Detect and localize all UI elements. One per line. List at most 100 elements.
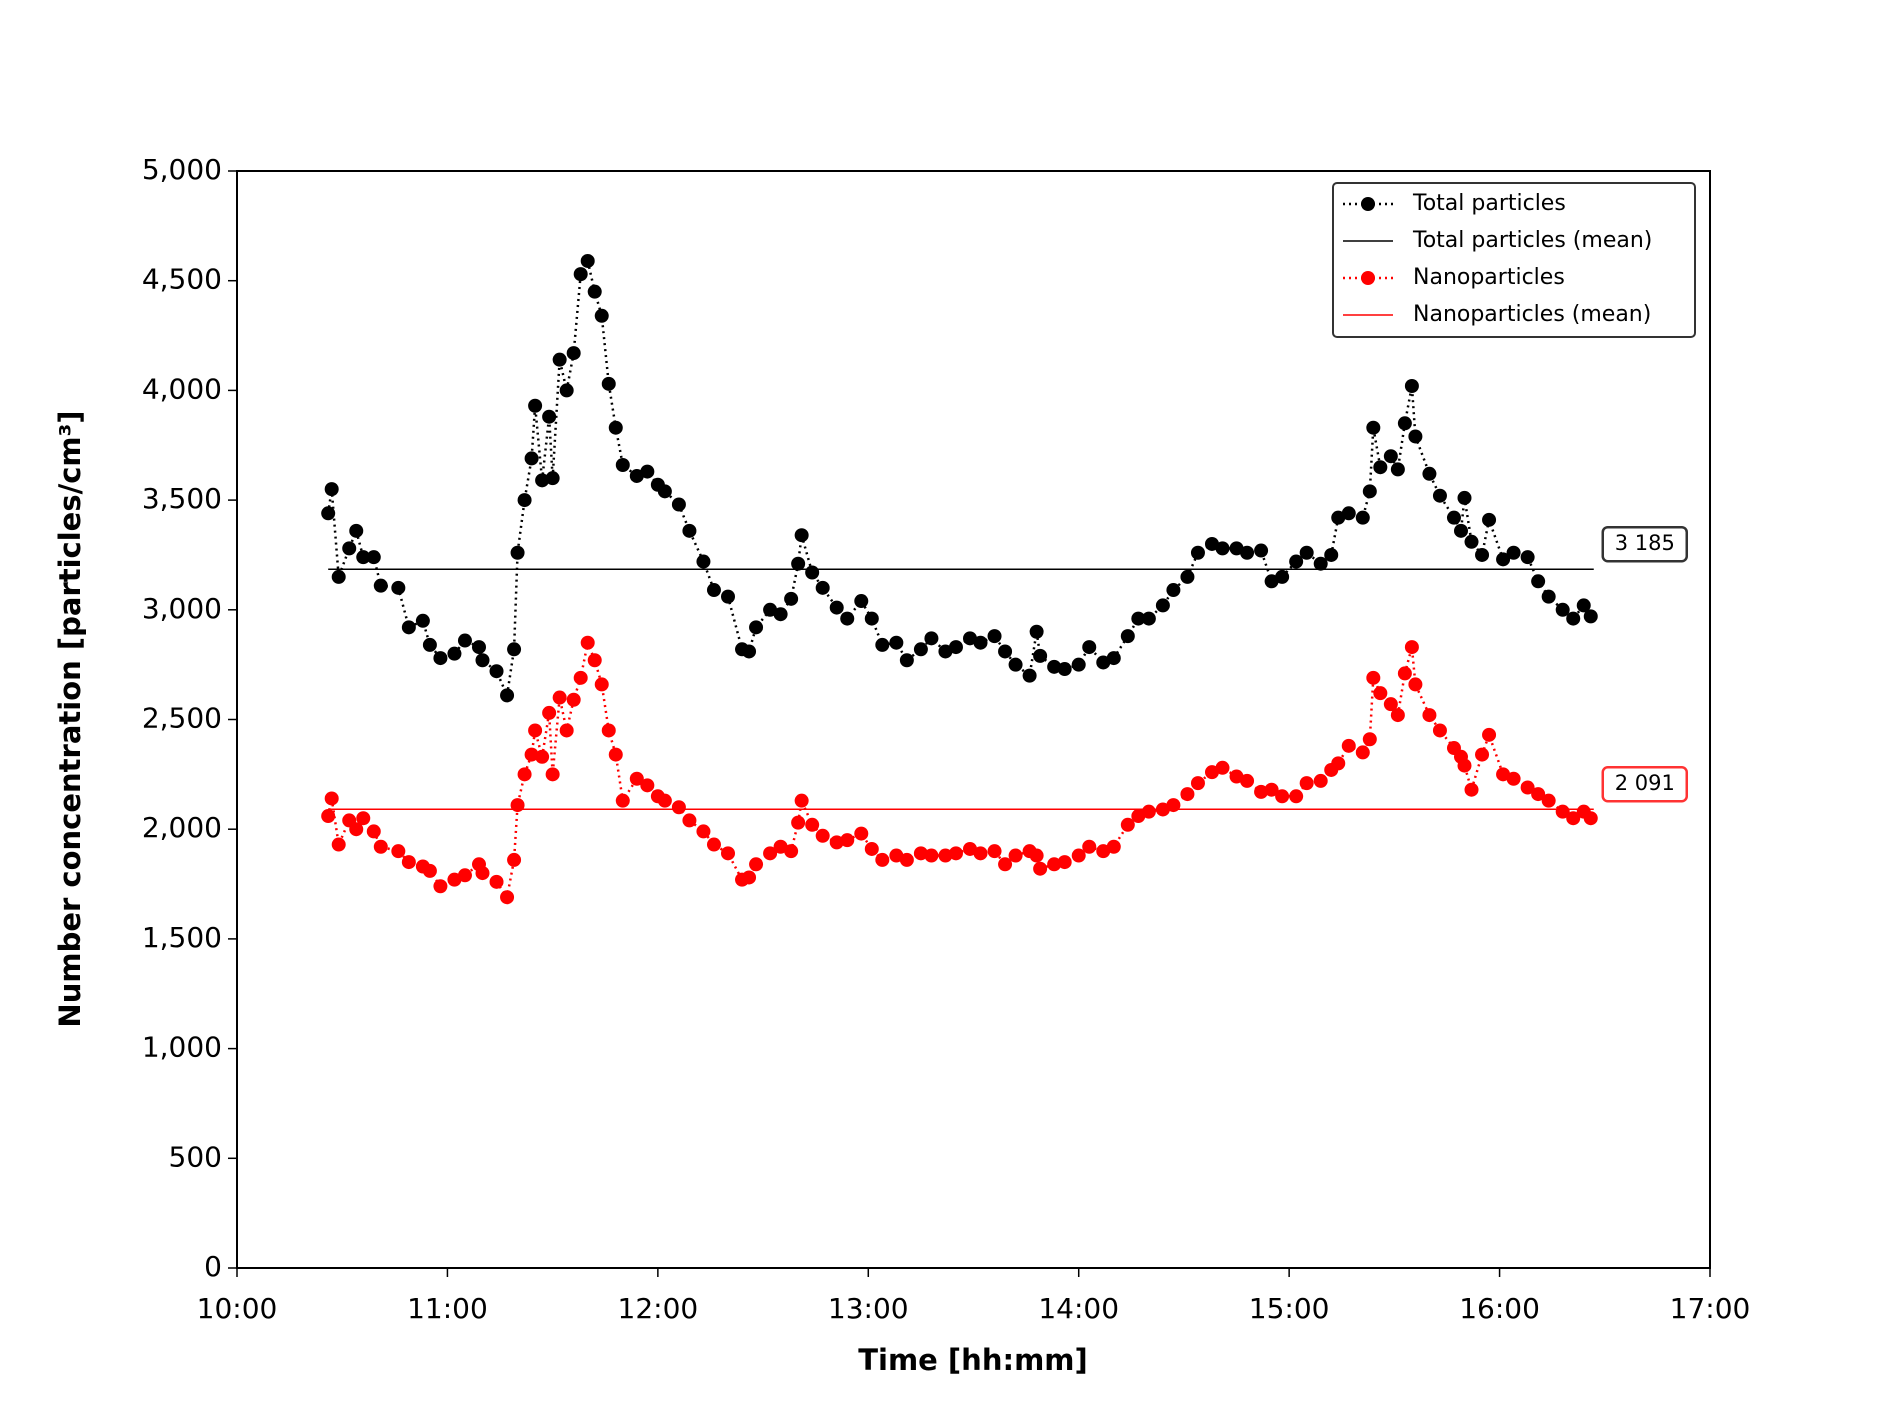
data-point xyxy=(373,839,388,854)
data-point xyxy=(1464,534,1479,549)
data-point xyxy=(962,631,977,646)
data-point xyxy=(535,749,550,764)
data-point xyxy=(1324,547,1339,562)
y-tick-label: 3,500 xyxy=(142,482,222,515)
data-point xyxy=(422,637,437,652)
y-tick-label: 3,000 xyxy=(142,592,222,625)
data-point xyxy=(1033,648,1048,663)
x-tick-label: 17:00 xyxy=(1670,1292,1751,1325)
data-point xyxy=(321,506,336,521)
data-point xyxy=(528,398,543,413)
data-point xyxy=(489,874,504,889)
data-point xyxy=(948,640,963,655)
data-point xyxy=(1496,552,1511,567)
data-point xyxy=(1204,536,1219,551)
data-point xyxy=(1432,723,1447,738)
data-point xyxy=(640,778,655,793)
data-point xyxy=(1166,583,1181,598)
data-point xyxy=(629,468,644,483)
data-point xyxy=(1289,554,1304,569)
data-point xyxy=(457,633,472,648)
data-point xyxy=(608,420,623,435)
data-point xyxy=(587,284,602,299)
data-point xyxy=(587,653,602,668)
plot-frame xyxy=(236,170,1711,1269)
data-point xyxy=(1289,789,1304,804)
annotation-box xyxy=(1601,765,1689,803)
data-point xyxy=(1022,668,1037,683)
data-point xyxy=(1240,545,1255,560)
data-point xyxy=(1355,510,1370,525)
data-point xyxy=(784,591,799,606)
data-point xyxy=(1155,598,1170,613)
data-point xyxy=(1583,811,1598,826)
data-point xyxy=(1029,624,1044,639)
data-point xyxy=(1390,462,1405,477)
data-point xyxy=(962,841,977,856)
data-point xyxy=(415,613,430,628)
data-point xyxy=(422,863,437,878)
data-point xyxy=(391,580,406,595)
y-tick-label: 500 xyxy=(169,1140,222,1173)
data-point xyxy=(1457,758,1472,773)
data-point xyxy=(913,642,928,657)
data-point xyxy=(829,600,844,615)
data-point xyxy=(864,841,879,856)
data-point xyxy=(805,817,820,832)
data-point xyxy=(1008,657,1023,672)
y-axis-label: Number concentration [particles/cm³] xyxy=(53,410,87,1027)
data-point xyxy=(601,376,616,391)
data-point xyxy=(1432,488,1447,503)
data-point xyxy=(998,857,1013,872)
data-point xyxy=(1541,589,1556,604)
data-point xyxy=(331,837,346,852)
data-point xyxy=(349,822,364,837)
data-point xyxy=(391,844,406,859)
legend-marker xyxy=(1361,271,1375,285)
data-point xyxy=(573,267,588,282)
data-point xyxy=(749,857,764,872)
data-point xyxy=(573,670,588,685)
data-point xyxy=(1313,773,1328,788)
data-point xyxy=(1029,848,1044,863)
data-point xyxy=(1576,598,1591,613)
data-point xyxy=(1008,848,1023,863)
data-point xyxy=(854,826,869,841)
data-point xyxy=(1366,420,1381,435)
data-point xyxy=(1520,550,1535,565)
data-point xyxy=(829,835,844,850)
data-point xyxy=(1190,776,1205,791)
data-point xyxy=(615,793,630,808)
data-point xyxy=(899,852,914,867)
data-point xyxy=(552,352,567,367)
data-point xyxy=(1106,651,1121,666)
data-point xyxy=(948,846,963,861)
data-point xyxy=(1355,745,1370,760)
data-point xyxy=(342,541,357,556)
data-point xyxy=(1313,556,1328,571)
data-point xyxy=(447,646,462,661)
data-point xyxy=(1362,732,1377,747)
y-tick-label: 4,500 xyxy=(142,263,222,296)
legend-box xyxy=(1332,182,1696,338)
data-point xyxy=(640,464,655,479)
data-point xyxy=(545,767,560,782)
data-point xyxy=(1341,738,1356,753)
data-point xyxy=(1082,640,1097,655)
mean-annotation: 3 185 xyxy=(1601,525,1689,563)
data-point xyxy=(998,644,1013,659)
data-point xyxy=(1299,776,1314,791)
data-point xyxy=(1453,523,1468,538)
data-point xyxy=(471,640,486,655)
data-point xyxy=(542,705,557,720)
data-point xyxy=(1141,804,1156,819)
data-point xyxy=(1422,708,1437,723)
data-point xyxy=(1331,756,1346,771)
data-point xyxy=(682,813,697,828)
data-point xyxy=(913,846,928,861)
data-point xyxy=(938,848,953,863)
x-tick-label: 11:00 xyxy=(407,1292,488,1325)
data-point xyxy=(1362,484,1377,499)
data-point xyxy=(1404,379,1419,394)
data-point xyxy=(840,611,855,626)
